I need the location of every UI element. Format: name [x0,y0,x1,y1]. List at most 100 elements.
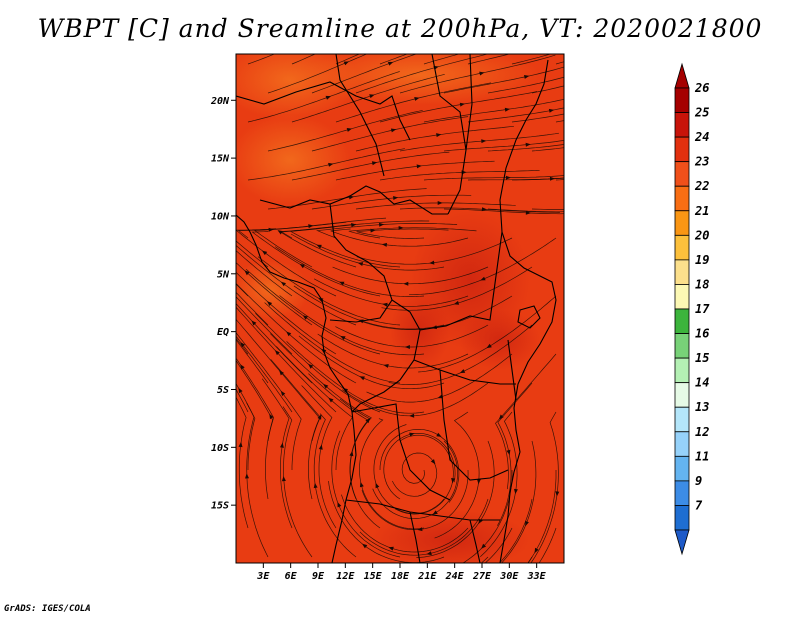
streamline-arrow [267,301,273,306]
streamline [311,54,418,94]
map-area [236,54,564,563]
streamline-arrow [274,350,280,356]
colorbar-label: 16 [695,327,709,341]
colorbar-label: 18 [695,277,709,291]
streamline [311,194,472,210]
streamline [511,54,552,65]
streamline [335,54,361,65]
streamline [416,440,495,558]
streamline-arrow [436,133,442,138]
lat-tick-label: 10N [211,211,230,222]
border-north-4 [465,54,473,151]
border-north-1 [236,81,411,141]
colorbar-swatch [674,382,690,408]
colorbar-swatch [674,259,690,285]
grads-credit: GrADS: IGES/COLA [4,604,91,614]
streamline [291,151,450,181]
colorbar-label: 15 [695,351,709,365]
lon-tick-label: 9E [312,571,325,582]
streamline [530,411,559,563]
border-south-1 [351,403,451,501]
lat-tick-label: 15S [211,501,229,512]
streamline [399,54,556,94]
streamline-arrow [524,75,530,79]
streamline-arrow [328,162,334,167]
border-south-3 [345,499,500,521]
streamline-arrow [299,264,305,269]
streamline-arrow [479,71,485,76]
streamline [467,54,511,65]
streamline-arrow [417,527,423,532]
colorbar-swatch [674,161,690,187]
streamline [348,227,477,239]
streamline [372,440,458,519]
colorbar-swatch [674,308,690,334]
streamline-arrow [262,250,268,256]
streamline [388,324,533,385]
streamline-arrow [357,262,364,266]
streamline-arrow [498,414,504,420]
streamline [531,147,564,152]
coastline-east-africa [499,59,557,563]
streamline [443,66,564,94]
streamline [246,402,269,558]
streamline [443,208,564,215]
streamline [335,324,489,348]
streamline-arrow [430,459,436,465]
streamline [335,160,495,181]
streamline-arrow [236,293,237,295]
border-central-3 [419,231,503,331]
border-south-2 [439,369,509,481]
lon-tick-label: 24E [445,571,465,582]
streamline [423,54,461,65]
streamline-arrow [404,345,410,349]
streamline [423,98,564,123]
streamline [236,303,313,384]
lon-tick-label: 30E [499,571,519,582]
streamline [399,132,559,152]
streamline-arrow [476,479,481,485]
streamline [236,396,249,529]
streamline [251,231,381,297]
streamline-arrow [308,363,314,369]
streamline-arrow [269,413,274,420]
streamline-arrow [403,281,409,286]
streamline-arrow [555,491,560,497]
streamline [279,223,357,268]
streamline-arrow [504,107,510,112]
colorbar-bottom-arrow [674,529,690,556]
streamline-arrow [339,281,345,286]
streamline [555,61,564,65]
longitude-axis: 3E 6E 9E 12E 15E 18E 21E 24E 27E 30E 33E [256,563,547,582]
streamline-arrow [383,364,389,368]
streamline [495,353,557,490]
colorbar-label: 26 [694,81,709,95]
streamline-arrow [328,397,334,403]
streamline-arrow [525,210,531,215]
streamline-arrow [381,242,387,247]
colorbar-label: 22 [694,179,709,193]
streamline [236,332,302,470]
colorbar-swatch [674,357,690,384]
streamline-arrow [388,546,394,551]
streamline [236,283,249,297]
streamline [236,339,269,384]
colorbar-label: 12 [695,425,709,439]
streamline [236,306,337,413]
lon-tick-label: 27E [472,571,492,582]
streamline-arrow [359,376,365,381]
lon-tick-label: 33E [527,571,547,582]
streamline-arrow [379,222,385,227]
map-title: WBPT [C] and Sreamline at 200hPa, VT: 20… [37,14,763,43]
streamline-arrow [238,441,243,448]
colorbar-swatch [674,455,690,482]
colorbar-label: 23 [694,155,709,169]
streamline-arrow [349,450,354,457]
coastline-west-africa [236,214,357,563]
streamline [555,120,564,123]
streamline [274,246,425,297]
streamline [512,177,564,181]
streamline [247,71,400,123]
streamline-arrow [280,442,284,448]
streamline [276,346,353,471]
